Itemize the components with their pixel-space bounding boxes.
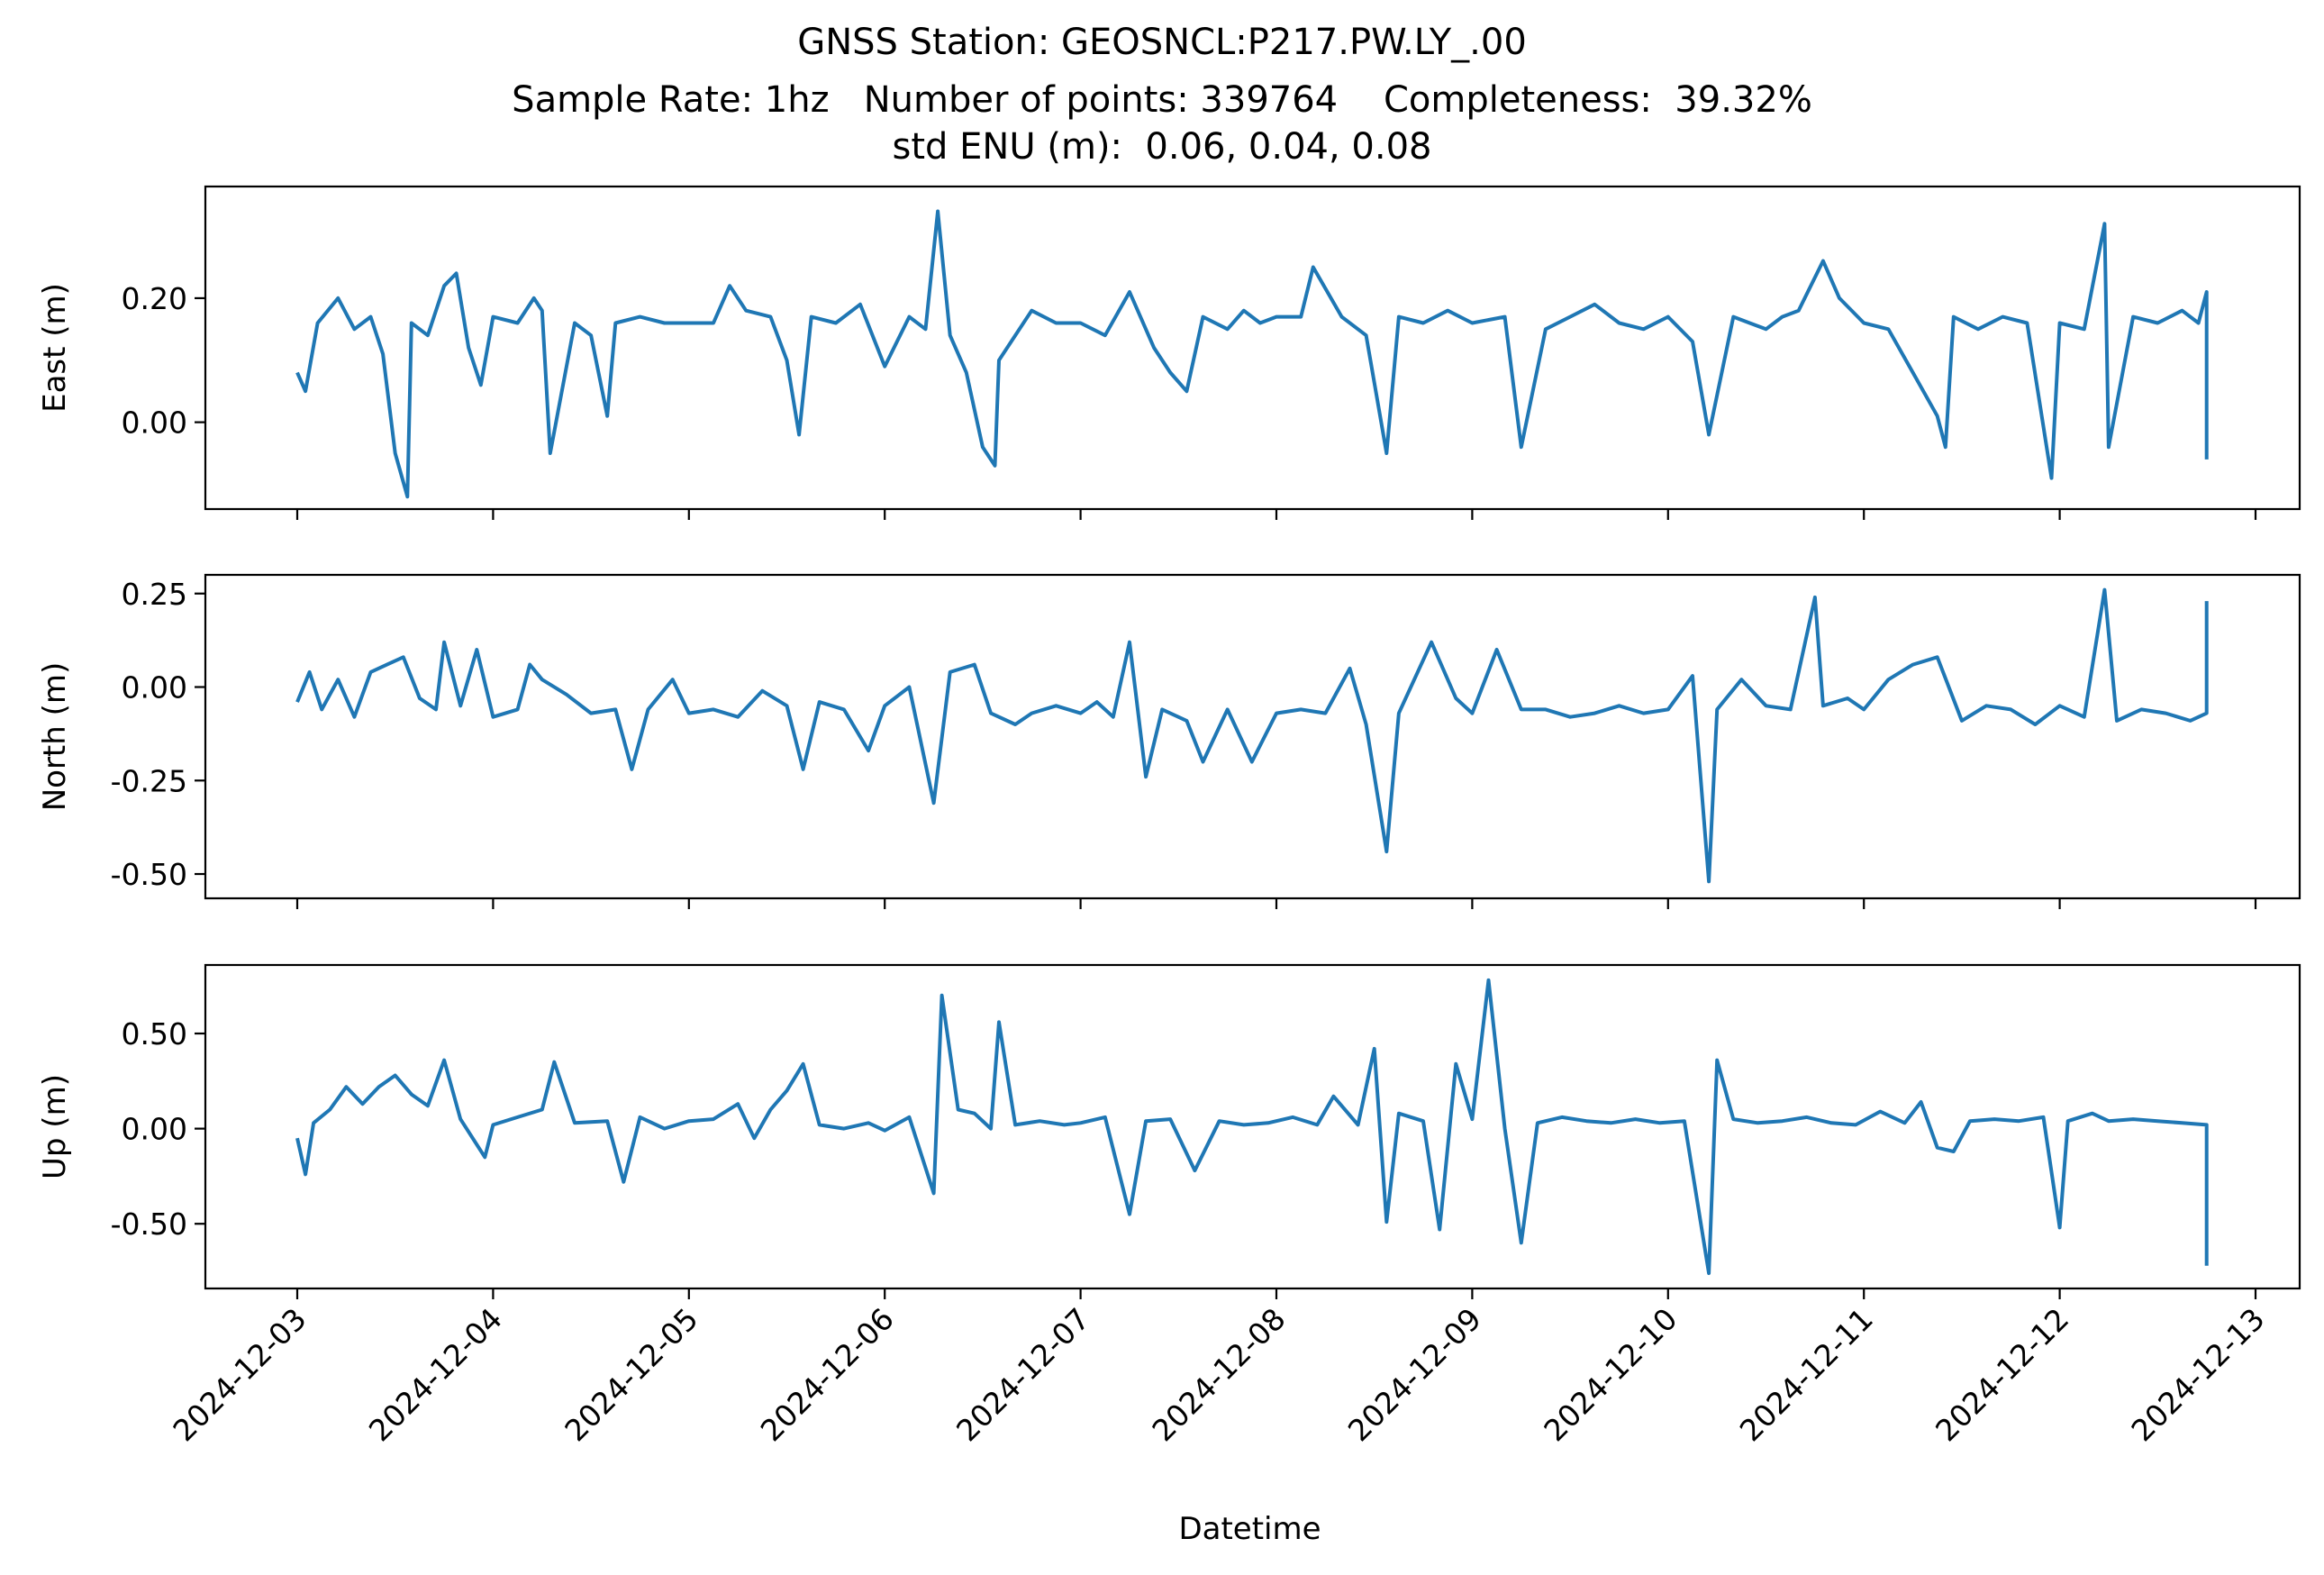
x-tick-label: 2024-12-03: [166, 1301, 313, 1448]
x-tick-label: 2024-12-09: [1341, 1301, 1488, 1448]
chart-title-line-1: GNSS Station: GEOSNCL:P217.PW.LY_.00: [797, 22, 1527, 63]
north-y-axis-label: North (m): [37, 662, 73, 812]
x-tick-label: 2024-12-07: [949, 1301, 1096, 1448]
x-tick-label: 2024-12-11: [1733, 1301, 1880, 1448]
x-tick-label: 2024-12-10: [1537, 1301, 1684, 1448]
up-y-tick-label: 0.00: [122, 1112, 187, 1147]
north-panel: 0.25 0.00 -0.25 -0.50 North (m): [37, 573, 2301, 909]
north-y-tick-label: -0.50: [111, 857, 187, 892]
chart-title-line-2: Sample Rate: 1hz Number of points: 33976…: [512, 79, 1812, 121]
x-tick-label: 2024-12-04: [362, 1301, 509, 1448]
north-y-tick-label: 0.25: [122, 577, 187, 612]
x-tick-label: 2024-12-06: [754, 1301, 901, 1448]
east-series-line: [295, 209, 2209, 499]
east-y-tick-label: 0.20: [122, 281, 187, 316]
east-y-axis-label: East (m): [37, 283, 73, 413]
north-y-tick-label: 0.00: [122, 670, 187, 706]
up-y-axis-label: Up (m): [37, 1074, 73, 1179]
up-y-tick-label: 0.50: [122, 1016, 187, 1052]
up-y-tick-label: -0.50: [111, 1206, 187, 1242]
north-y-tick-label: -0.25: [111, 763, 187, 798]
east-panel: 0.00 0.20 East (m): [37, 185, 2301, 520]
x-tick-label: 2024-12-05: [558, 1301, 704, 1448]
up-panel: 0.50 0.00 -0.50 Up (m): [37, 963, 2301, 1299]
east-y-tick-label: 0.00: [122, 405, 187, 441]
up-axes-frame: [204, 963, 2301, 1290]
x-tick-label: 2024-12-13: [2124, 1301, 2271, 1448]
x-tick-label: 2024-12-12: [1929, 1301, 2075, 1448]
up-series-line: [295, 978, 2209, 1276]
east-axes-frame: [204, 185, 2301, 511]
x-axis-label: Datetime: [1178, 1511, 1321, 1547]
chart-title-line-3: std ENU (m): 0.06, 0.04, 0.08: [892, 126, 1432, 168]
north-axes-frame: [204, 573, 2301, 900]
north-series-line: [295, 587, 2209, 884]
x-tick-label: 2024-12-08: [1145, 1301, 1292, 1448]
